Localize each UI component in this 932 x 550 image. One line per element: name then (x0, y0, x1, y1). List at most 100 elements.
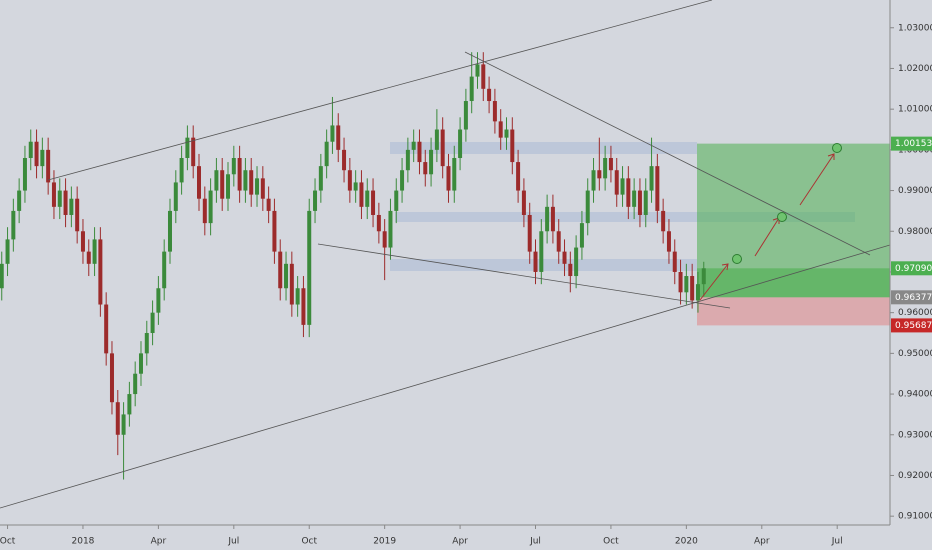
candle-body (313, 190, 318, 211)
zone (395, 212, 855, 222)
x-tick-label: Jul (529, 537, 541, 547)
candle-body (284, 263, 289, 289)
candle-body (533, 251, 538, 272)
candle-body (57, 190, 62, 207)
x-tick-label: Apr (754, 537, 770, 547)
candle-body (197, 166, 202, 199)
candle-body (614, 170, 619, 195)
y-tick-label: 0.95000 (898, 349, 932, 359)
candle-body (434, 129, 439, 150)
candle-body (388, 210, 393, 248)
y-tick-label: 0.96000 (898, 308, 932, 318)
candle-body (400, 170, 405, 191)
y-tick-label: 1.03000 (898, 23, 932, 33)
candle-body (405, 149, 410, 171)
candle-body (469, 76, 474, 102)
candle-body (626, 178, 631, 207)
candle-body (266, 198, 271, 211)
open-profit (697, 268, 890, 298)
candle-body (492, 101, 497, 122)
candle-body (167, 210, 172, 252)
x-tick-label: Apr (452, 537, 468, 547)
candle-body (661, 210, 666, 232)
candle-body (574, 247, 579, 277)
y-tick-label: 1.01000 (898, 105, 932, 115)
candle-body (214, 170, 219, 191)
candle-body (156, 288, 161, 313)
candle-body (382, 231, 387, 248)
target-marker (732, 254, 742, 264)
candle-body (69, 198, 74, 215)
candle-body (11, 210, 16, 240)
candle-body (487, 88, 492, 102)
candle-body (98, 239, 103, 305)
candle-body (597, 170, 602, 179)
x-tick-label: 2019 (373, 537, 396, 547)
candle-body (417, 141, 422, 163)
candle-body (133, 373, 138, 395)
drawings (390, 142, 855, 271)
candle-body (324, 141, 329, 167)
candle-body (318, 166, 323, 191)
trend-line (47, 0, 713, 181)
candle-body (289, 263, 294, 305)
y-tick-label: 0.91000 (898, 512, 932, 522)
trend-line (317, 243, 731, 309)
candle-body (521, 190, 526, 215)
target-marker (777, 212, 787, 222)
candle-body (510, 129, 515, 163)
candle-body (330, 125, 335, 142)
candle-body (162, 251, 167, 289)
price-label: 1.00153 (895, 139, 932, 149)
candle-body (481, 64, 486, 89)
arrow (699, 263, 729, 301)
candle-body (191, 137, 196, 167)
y-tick-label: 0.99000 (898, 186, 932, 196)
candle-body (516, 162, 521, 191)
candle-body (121, 414, 126, 435)
candle-body (690, 276, 695, 301)
candle-body (80, 231, 85, 252)
candle-body (202, 198, 207, 224)
candle-body (545, 206, 550, 232)
candle-body (51, 182, 56, 207)
candle-body (127, 394, 132, 415)
candle-body (684, 276, 689, 293)
price-label: 0.96377 (895, 293, 932, 303)
candle-body (359, 182, 364, 207)
x-tick-label: Oct (301, 537, 317, 547)
candle-body (655, 166, 660, 211)
candle-body (28, 141, 33, 159)
candle-body (342, 149, 347, 171)
trend-line (464, 51, 871, 256)
candle-body (5, 239, 10, 264)
candle-body (591, 170, 596, 191)
zone (390, 142, 697, 154)
y-tick-label: 0.92000 (898, 471, 932, 481)
candle-body (336, 125, 341, 150)
candle-body (498, 121, 503, 138)
candle-body (701, 268, 706, 285)
candle-body (411, 141, 416, 150)
price-label-box (891, 290, 932, 305)
candle-body (632, 190, 637, 207)
candle-body (301, 288, 306, 325)
x-tick-label: Oct (603, 537, 619, 547)
candle-body (376, 214, 381, 232)
candle-body (620, 178, 625, 195)
price-label: 0.95687 (895, 321, 932, 331)
x-tick-label: Apr (151, 537, 167, 547)
candle-body (603, 158, 608, 179)
candle-body (185, 137, 190, 159)
price-label-box (891, 136, 932, 151)
candle-body (452, 158, 457, 191)
candle-body (695, 284, 700, 301)
x-tick-label: Oct (0, 537, 16, 547)
candle-body (666, 231, 671, 252)
candle-body (22, 158, 27, 191)
candle-body (173, 182, 178, 211)
candle-body (394, 190, 399, 211)
candle-body (353, 182, 358, 191)
candle-body (278, 251, 283, 289)
